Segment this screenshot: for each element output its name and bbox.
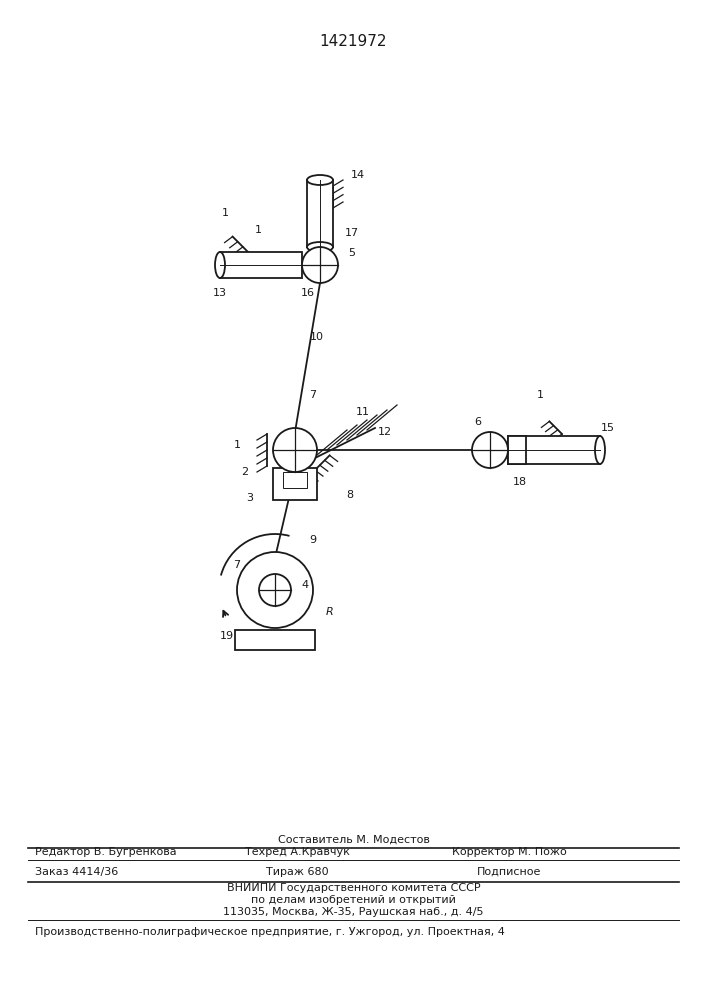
Bar bbox=[220, 252, 302, 278]
Text: 12: 12 bbox=[378, 427, 392, 437]
Text: 113035, Москва, Ж-35, Раушская наб., д. 4/5: 113035, Москва, Ж-35, Раушская наб., д. … bbox=[223, 907, 484, 917]
Bar bbox=[283, 472, 307, 488]
Text: Составитель М. Модестов: Составитель М. Модестов bbox=[278, 835, 429, 845]
Circle shape bbox=[472, 432, 508, 468]
Text: Производственно-полиграфическое предприятие, г. Ужгород, ул. Проектная, 4: Производственно-полиграфическое предприя… bbox=[35, 927, 506, 937]
Text: 1: 1 bbox=[537, 390, 544, 400]
Bar bbox=[307, 180, 333, 247]
Text: 18: 18 bbox=[513, 477, 527, 487]
Text: 15: 15 bbox=[601, 423, 615, 433]
Text: 7: 7 bbox=[233, 560, 240, 570]
Text: Подписное: Подписное bbox=[477, 867, 542, 877]
Circle shape bbox=[302, 247, 338, 283]
Text: 2: 2 bbox=[241, 467, 249, 477]
Text: Техред А.Кравчук: Техред А.Кравчук bbox=[245, 847, 349, 857]
Text: 1: 1 bbox=[255, 225, 262, 235]
Text: 13: 13 bbox=[213, 288, 227, 298]
Ellipse shape bbox=[307, 175, 333, 185]
Text: 5: 5 bbox=[349, 248, 356, 258]
Ellipse shape bbox=[595, 436, 605, 464]
Text: Редактор В. Бугренкова: Редактор В. Бугренкова bbox=[35, 847, 177, 857]
Text: Тираж 680: Тираж 680 bbox=[266, 867, 328, 877]
Text: 8: 8 bbox=[346, 490, 354, 500]
Text: 7: 7 bbox=[310, 390, 317, 400]
Text: 3: 3 bbox=[247, 493, 254, 503]
Text: 1421972: 1421972 bbox=[320, 34, 387, 49]
Text: 6: 6 bbox=[474, 417, 481, 427]
Text: 10: 10 bbox=[310, 332, 324, 342]
Text: 11: 11 bbox=[356, 407, 370, 417]
Circle shape bbox=[259, 574, 291, 606]
Bar bbox=[235, 630, 315, 650]
Circle shape bbox=[237, 552, 313, 628]
Ellipse shape bbox=[307, 242, 333, 252]
Bar bbox=[273, 468, 317, 500]
Ellipse shape bbox=[215, 252, 225, 278]
Text: 17: 17 bbox=[345, 228, 359, 238]
Text: 16: 16 bbox=[301, 288, 315, 298]
Text: 19: 19 bbox=[220, 631, 234, 641]
Bar bbox=[508, 436, 526, 464]
Text: 9: 9 bbox=[310, 535, 317, 545]
Text: ВНИИПИ Государственного комитета СССР: ВНИИПИ Государственного комитета СССР bbox=[227, 883, 480, 893]
Text: 1: 1 bbox=[233, 440, 240, 450]
Text: 14: 14 bbox=[351, 170, 365, 180]
Text: Корректор М. Пожо: Корректор М. Пожо bbox=[452, 847, 566, 857]
Text: Заказ 4414/36: Заказ 4414/36 bbox=[35, 867, 119, 877]
Text: 4: 4 bbox=[301, 580, 308, 590]
Text: R: R bbox=[326, 607, 334, 617]
Text: 1: 1 bbox=[221, 208, 228, 218]
Text: по делам изобретений и открытий: по делам изобретений и открытий bbox=[251, 895, 456, 905]
Circle shape bbox=[273, 428, 317, 472]
Bar bbox=[508, 436, 600, 464]
